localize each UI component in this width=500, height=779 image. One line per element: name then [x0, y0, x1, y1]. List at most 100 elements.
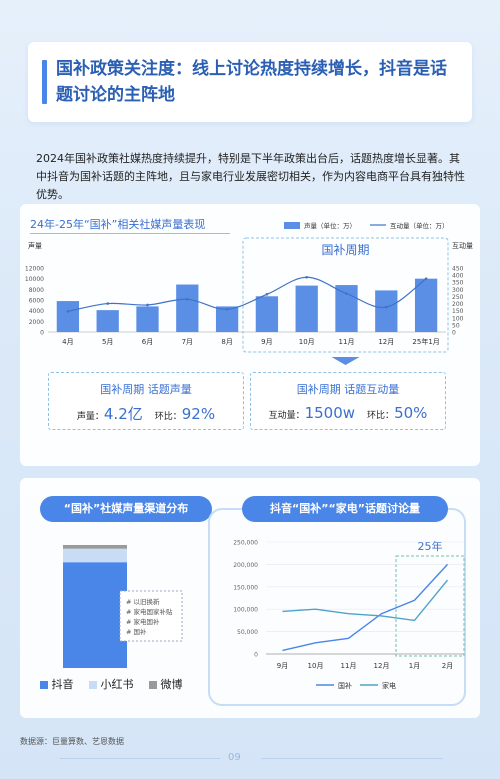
series-line-国补 [282, 563, 449, 652]
right-tick-5: 250 [452, 294, 464, 301]
highlight-region [242, 237, 449, 353]
chart1-title-underline [30, 233, 230, 234]
volume-bar-4 [215, 306, 239, 332]
right-tick-3: 150 [452, 308, 464, 315]
interaction-point-0 [66, 310, 70, 313]
x-tick-3: 12月 [374, 662, 390, 670]
interaction-point-9 [424, 277, 428, 280]
stat-box-interaction: 国补周期 话题互动量 互动量：1500w 环比：50% [250, 372, 446, 430]
x-tick-3: 7月 [182, 338, 193, 346]
interaction-point-6 [305, 275, 309, 279]
interaction-point-7 [345, 292, 348, 295]
year-highlight-label: 25年 [418, 539, 443, 553]
stat-volume-mom-value: 92% [181, 405, 216, 423]
footer-line-left [60, 758, 220, 759]
right-tick-7: 350 [452, 280, 464, 287]
stat-interaction-mom-label: 环比： [367, 411, 395, 421]
intro-paragraph: 2024年国补政策社媒热度持续提升，特别是下半年政策出台后，话题热度增长显著。其… [36, 152, 465, 201]
stat-box-volume: 国补周期 话题声量 声量：4.2亿 环比：92% [48, 372, 244, 430]
volume-bar-3 [176, 284, 199, 332]
left-tick-2: 4000 [29, 308, 44, 315]
stat-volume-head: 国补周期 话题声量 [100, 383, 192, 396]
volume-bar-0 [56, 301, 80, 332]
stat-volume-label: 声量： [76, 412, 104, 422]
legend-bar-label: 声量（单位：万） [304, 221, 356, 230]
left-tick-0: 0 [40, 330, 44, 337]
stat-interaction-row: 互动量：1500w 环比：50% [251, 403, 445, 422]
legend-swatch-douyin [40, 681, 48, 689]
right-axis-label: 互动量 [452, 241, 473, 250]
left-axis-label: 声量 [28, 241, 42, 250]
interaction-line [67, 276, 427, 312]
right-tick-0: 0 [452, 330, 456, 337]
volume-bar-9 [414, 278, 438, 332]
volume-bar-1 [96, 310, 119, 332]
page-title: 国补政策关注度：线上讨论热度持续增长，抖音是话题讨论的主阵地 [56, 59, 447, 105]
x-tick-5: 2月 [442, 662, 453, 670]
legend-xhs: 小红书 [100, 678, 134, 691]
channel-card: “国补”社媒声量渠道分布 # 以旧换新 # 家电国家补贴 # 家电国补 # 国补 抖音… [20, 478, 480, 718]
title-accent-bar [42, 60, 47, 104]
highlight-arrow [331, 357, 360, 365]
y-tick-3: 150,000 [233, 584, 258, 591]
x-tick-7: 11月 [339, 338, 355, 346]
x-tick-9: 25年1月 [412, 337, 439, 346]
y-tick-4: 200,000 [233, 562, 258, 569]
right-tick-2: 100 [452, 315, 464, 322]
annotation-3: # 国补 [126, 627, 147, 636]
discussion-pill: 抖音“国补”“家电”话题讨论量 [242, 496, 448, 522]
channel-stacked-bar: # 以旧换新# 家电国家补贴# 家电国补# 国补 [63, 545, 183, 668]
title-card: 国补政策关注度：线上讨论热度持续增长，抖音是话题讨论的主阵地 [28, 42, 472, 122]
chart1-title: 24年-25年“国补”相关社媒声量表现 [30, 218, 206, 231]
x-tick-2: 11月 [341, 662, 357, 670]
volume-bar-2 [136, 306, 159, 332]
series-line-家电 [282, 579, 449, 622]
y-tick-1: 50,000 [237, 629, 258, 636]
left-tick-4: 8000 [29, 287, 44, 294]
x-tick-1: 10月 [308, 662, 324, 670]
annotation-2: # 家电国补 [126, 617, 160, 626]
x-tick-5: 9月 [261, 338, 272, 346]
right-tick-8: 400 [452, 273, 464, 280]
legend-swatch-xhs [89, 681, 97, 689]
interaction-point-4 [225, 307, 229, 311]
x-tick-4: 8月 [221, 338, 232, 346]
y-tick-5: 250,000 [233, 540, 258, 547]
right-tick-4: 200 [452, 301, 464, 308]
right-tick-6: 300 [452, 287, 464, 294]
channel-legend: 抖音 小红书 微博 [40, 676, 183, 692]
page-number: 09 [228, 752, 241, 763]
y-tick-0: 0 [254, 652, 258, 659]
volume-chart-card: 24年-25年“国补”相关社媒声量表现 国补周期 声量（单位：万） 互动量（单位：万… [20, 204, 480, 466]
x-tick-8: 12月 [378, 338, 394, 346]
x-tick-4: 1月 [409, 662, 420, 670]
x-tick-0: 9月 [277, 662, 288, 670]
legend-jiadian-label: 家电 [382, 681, 396, 690]
interaction-point-3 [186, 297, 189, 301]
annotation-1: # 家电国家补贴 [126, 607, 173, 616]
x-tick-0: 4月 [62, 338, 73, 346]
legend-douyin: 抖音 [51, 678, 74, 691]
stat-interaction-value: 1500w [304, 404, 356, 422]
right-tick-1: 50 [452, 322, 460, 329]
legend-line-label: 互动量（单位：万） [390, 221, 449, 230]
left-tick-6: 12000 [25, 266, 44, 273]
stat-interaction-mom-value: 50% [394, 404, 428, 422]
interaction-point-5 [265, 293, 269, 296]
volume-bar-8 [375, 290, 398, 332]
legend-bar-swatch [284, 222, 300, 229]
left-tick-1: 2000 [29, 319, 44, 326]
highlight-label: 国补周期 [321, 243, 369, 257]
legend-swatch-weibo [149, 681, 157, 689]
year-highlight-box [395, 555, 465, 657]
stat-volume-row: 声量：4.2亿 环比：92% [49, 403, 243, 424]
x-tick-2: 6月 [142, 338, 153, 346]
volume-bar-6 [295, 285, 318, 332]
annotation-box [119, 590, 183, 642]
y-tick-2: 100,000 [233, 607, 258, 614]
stat-volume-value: 4.2亿 [103, 405, 143, 423]
annotation-0: # 以旧换新 [126, 597, 160, 606]
x-tick-6: 10月 [299, 338, 315, 346]
data-source: 数据源：巨量算数、艺恩数据 [20, 737, 124, 746]
